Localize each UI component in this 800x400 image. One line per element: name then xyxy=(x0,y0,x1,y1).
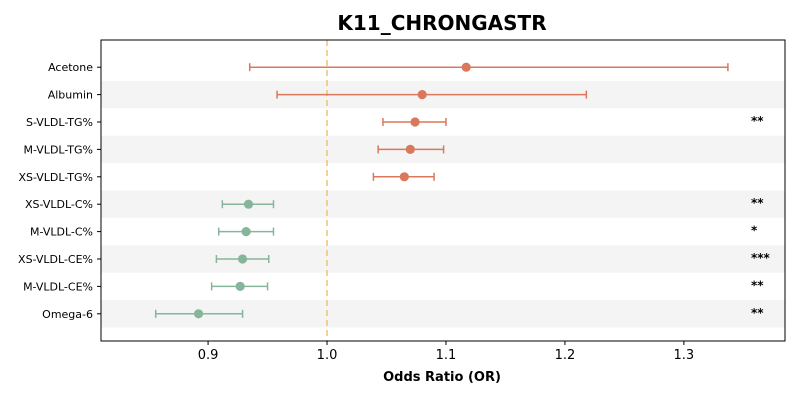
or-point xyxy=(235,281,245,291)
or-point xyxy=(417,90,427,100)
or-point xyxy=(241,227,251,237)
y-tick-label: XS-VLDL-CE% xyxy=(18,253,93,266)
y-tick-label: Albumin xyxy=(48,89,93,102)
or-point xyxy=(243,199,254,209)
y-tick-label: M-VLDL-C% xyxy=(30,226,93,239)
x-axis-label: Odds Ratio (OR) xyxy=(383,370,501,385)
significance-markers: ************ xyxy=(751,114,771,320)
y-axis: Acetone Albumin S-VLDL-TG% M-VLDL-TG% XS-VLD… xyxy=(18,61,101,321)
x-axis: 0.9 1.0 1.1 1.2 1.3 xyxy=(198,341,695,363)
row-bands xyxy=(101,80,785,328)
or-point xyxy=(193,309,204,319)
significance-marker: ** xyxy=(751,306,764,320)
plot-frame xyxy=(100,39,786,342)
row-band xyxy=(101,190,785,218)
x-tick-label: 1.2 xyxy=(555,348,576,363)
x-tick-label: 1.0 xyxy=(317,348,338,363)
y-tick-label: XS-VLDL-C% xyxy=(25,198,93,211)
y-tick-label: Omega-6 xyxy=(42,308,93,321)
chart-title: K11_CHRONGASTR xyxy=(337,11,546,35)
y-tick-label: XS-VLDL-TG% xyxy=(18,171,93,184)
significance-marker: ** xyxy=(751,196,764,210)
x-tick-label: 0.9 xyxy=(198,348,219,363)
or-point xyxy=(405,144,415,154)
or-point xyxy=(237,254,248,264)
significance-marker: *** xyxy=(751,251,771,265)
row-band xyxy=(101,245,785,273)
significance-marker: * xyxy=(751,224,758,238)
y-tick-label: M-VLDL-CE% xyxy=(23,280,93,293)
significance-marker: ** xyxy=(751,278,764,292)
x-tick-label: 1.3 xyxy=(674,348,695,363)
or-point xyxy=(461,62,471,72)
or-point xyxy=(399,172,409,182)
y-tick-label: S-VLDL-TG% xyxy=(26,116,93,129)
plot-marks xyxy=(154,62,729,319)
y-tick-label: Acetone xyxy=(48,61,93,74)
or-point xyxy=(410,117,420,127)
y-tick-label: M-VLDL-TG% xyxy=(23,143,93,156)
x-tick-label: 1.1 xyxy=(436,348,457,363)
significance-marker: ** xyxy=(751,114,764,128)
